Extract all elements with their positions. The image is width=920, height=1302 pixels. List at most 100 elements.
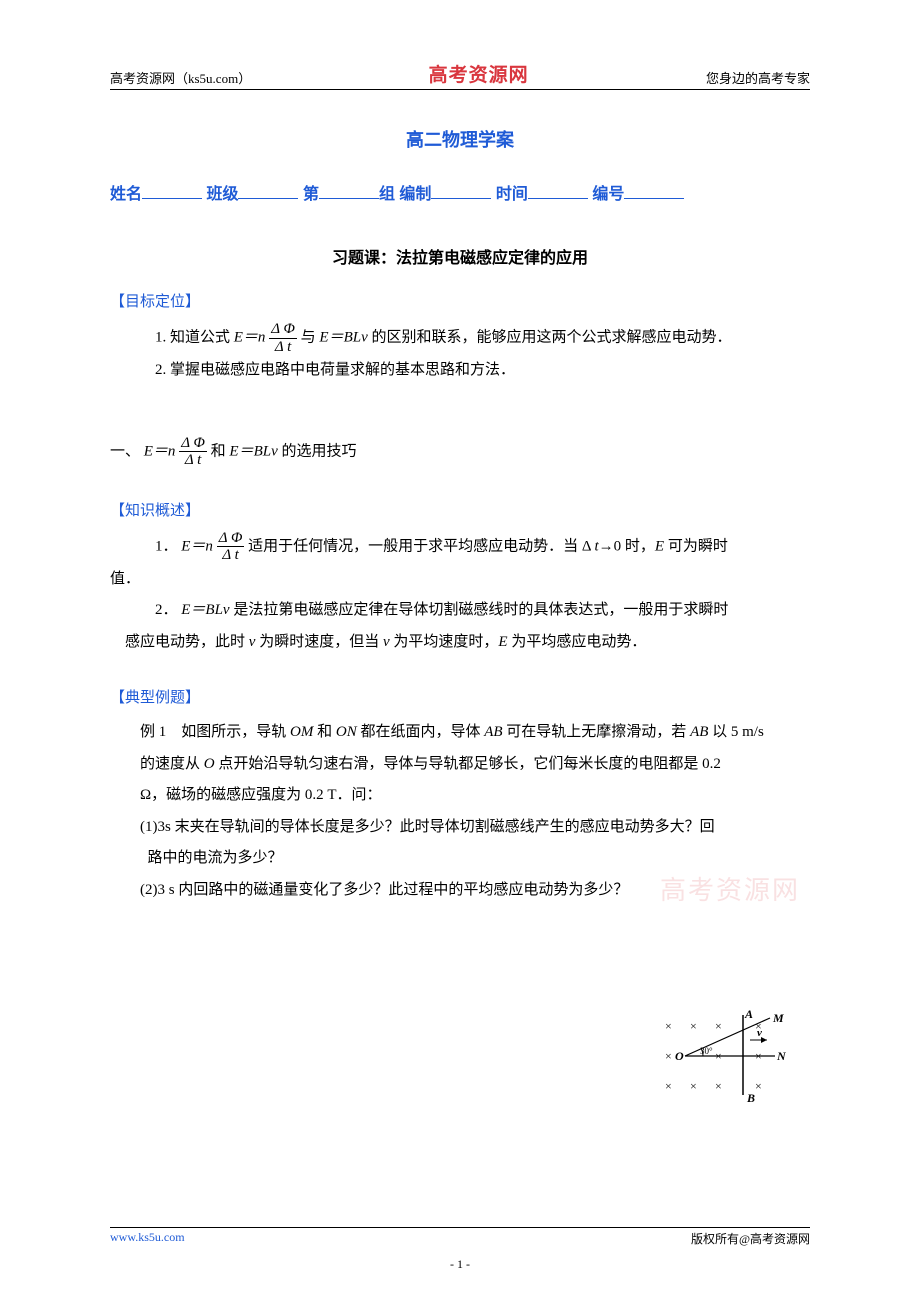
example-1-line2: 的速度从 O 点开始沿导轨匀速右滑，导体与导轨都足够长，它们每米长度的电阻都是 … xyxy=(110,749,810,781)
eq: E＝n xyxy=(144,443,176,459)
label-A: A xyxy=(744,1010,753,1021)
var: OM xyxy=(290,724,313,740)
text: 为平均速度时， xyxy=(390,634,499,650)
example-tag: 【典型例题】 xyxy=(110,686,810,707)
label-name: 姓名 xyxy=(110,186,142,203)
eq: E＝n xyxy=(181,538,213,554)
page: 高考资源网（ks5u.com） 高考资源网 您身边的高考专家 高二物理学案 姓名… xyxy=(0,0,920,1302)
text: 1. 知道公式 xyxy=(155,329,234,345)
footer-copyright: 版权所有@高考资源网 xyxy=(691,1230,810,1247)
svg-text:×: × xyxy=(690,1079,697,1093)
var: O xyxy=(204,756,215,772)
fraction: Δ Φ Δ t xyxy=(269,321,297,355)
blank-made xyxy=(431,182,491,199)
var: AB xyxy=(690,724,708,740)
label-N: N xyxy=(776,1049,787,1063)
text: 感应电动势，此时 xyxy=(125,634,249,650)
label-O: O xyxy=(675,1049,684,1063)
blank-group xyxy=(319,182,379,199)
svg-text:×: × xyxy=(665,1019,672,1033)
page-number: - 1 - xyxy=(0,1257,920,1272)
denominator: Δ t xyxy=(179,452,207,469)
text: 可为瞬时 xyxy=(664,538,728,554)
svg-text:×: × xyxy=(665,1079,672,1093)
text: 是法拉第电磁感应定律在导体切割磁感线时的具体表达式，一般用于求瞬时 xyxy=(233,602,728,618)
var: ON xyxy=(336,724,357,740)
eq: E＝BLv xyxy=(319,329,367,345)
page-footer: www.ks5u.com 版权所有@高考资源网 xyxy=(110,1227,810,1247)
doc-title: 高二物理学案 xyxy=(110,126,810,152)
text: 和 xyxy=(211,443,230,459)
knowledge-1: 1． E＝n Δ Φ Δ t 适用于任何情况，一般用于求平均感应电动势．当 Δ … xyxy=(110,530,810,564)
label-group-suf: 组 编制 xyxy=(379,186,431,203)
question-2: (2)3 s 内回路中的磁通量变化了多少？此过程中的平均感应电动势为多少？ xyxy=(110,875,810,907)
text: 1． xyxy=(155,538,181,554)
text: 都在纸面内，导体 xyxy=(357,724,485,740)
objective-1: 1. 知道公式 E＝n Δ Φ Δ t 与 E＝BLv 的区别和联系，能够应用这… xyxy=(110,321,810,355)
svg-text:×: × xyxy=(690,1019,697,1033)
objective-2: 2. 掌握电磁感应电路中电荷量求解的基本思路和方法． xyxy=(110,355,810,387)
numerator: Δ Φ xyxy=(269,321,297,339)
text: 的选用技巧 xyxy=(281,443,356,459)
diagram-figure: ×××× ××× ×××× A M O N B v 30° xyxy=(655,1010,805,1110)
knowledge-2a: 2． E＝BLv 是法拉第电磁感应定律在导体切割磁感线时的具体表达式，一般用于求… xyxy=(110,595,810,627)
denominator: Δ t xyxy=(217,547,245,564)
page-header: 高考资源网（ks5u.com） 高考资源网 您身边的高考专家 xyxy=(110,60,810,90)
text: →0 时， xyxy=(599,538,655,554)
blank-serial xyxy=(624,182,684,199)
var: E xyxy=(655,538,664,554)
knowledge-2b: 感应电动势，此时 v 为瞬时速度，但当 v 为平均速度时，E 为平均感应电动势． xyxy=(110,627,810,659)
text: 可在导轨上无摩擦滑动，若 xyxy=(503,724,691,740)
label-B: B xyxy=(746,1091,755,1105)
header-center-logo: 高考资源网 xyxy=(429,60,529,87)
text: 为瞬时速度，但当 xyxy=(255,634,383,650)
question-1: (1)3s 末夹在导轨间的导体长度是多少？此时导体切割磁感线产生的感应电动势多大… xyxy=(110,812,810,844)
denominator: Δ t xyxy=(269,339,297,356)
svg-text:×: × xyxy=(755,1079,762,1093)
text: 为平均感应电动势． xyxy=(508,634,647,650)
text: 以 5 m/s xyxy=(708,724,763,740)
header-left: 高考资源网（ks5u.com） xyxy=(110,68,251,87)
text: 的区别和联系，能够应用这两个公式求解感应电动势． xyxy=(371,329,731,345)
question-1b: 路中的电流为多少？ xyxy=(110,843,810,875)
label-group-pre: 第 xyxy=(303,186,319,203)
numerator: Δ Φ xyxy=(217,530,245,548)
var: v xyxy=(383,634,390,650)
section-1-title: 一、 E＝n Δ Φ Δ t 和 E＝BLv 的选用技巧 xyxy=(110,435,810,469)
label-serial: 编号 xyxy=(592,186,624,203)
header-right: 您身边的高考专家 xyxy=(706,68,810,87)
svg-text:×: × xyxy=(715,1019,722,1033)
knowledge-tag: 【知识概述】 xyxy=(110,499,810,520)
label-class: 班级 xyxy=(206,186,238,203)
lesson-title: 习题课：法拉第电磁感应定律的应用 xyxy=(110,244,810,268)
var: AB xyxy=(484,724,502,740)
eq: E＝BLv xyxy=(229,443,277,459)
fraction: Δ Φ Δ t xyxy=(179,435,207,469)
text: 2． xyxy=(155,602,181,618)
footer-url: www.ks5u.com xyxy=(110,1230,185,1247)
blank-name xyxy=(142,182,202,199)
label-time: 时间 xyxy=(496,186,528,203)
objective-tag: 【目标定位】 xyxy=(110,290,810,311)
text: 点开始沿导轨匀速右滑，导体与导轨都足够长，它们每米长度的电阻都是 0.2 xyxy=(215,756,721,772)
example-1-line1: 例 1 如图所示，导轨 OM 和 ON 都在纸面内，导体 AB 可在导轨上无摩擦… xyxy=(110,717,810,749)
label-v: v xyxy=(757,1027,762,1039)
text: 适用于任何情况，一般用于求平均感应电动势．当 Δ xyxy=(248,538,594,554)
eq: E＝BLv xyxy=(181,602,229,618)
blank-time xyxy=(528,182,588,199)
fraction: Δ Φ Δ t xyxy=(217,530,245,564)
fill-in-row: 姓名 班级 第 组 编制 时间 编号 xyxy=(110,180,810,204)
label-angle: 30° xyxy=(700,1046,713,1056)
numerator: Δ Φ xyxy=(179,435,207,453)
blank-class xyxy=(238,182,298,199)
text: 例 1 如图所示，导轨 xyxy=(140,724,290,740)
svg-text:×: × xyxy=(665,1049,672,1063)
label-M: M xyxy=(772,1011,784,1025)
eq: E＝n xyxy=(234,329,266,345)
svg-text:×: × xyxy=(715,1079,722,1093)
text: 一、 xyxy=(110,443,140,459)
example-1-line3: Ω，磁场的磁感应强度为 0.2 T．问： xyxy=(110,780,810,812)
text: 的速度从 xyxy=(140,756,204,772)
var: E xyxy=(498,634,507,650)
knowledge-1b: 值． xyxy=(110,564,810,596)
